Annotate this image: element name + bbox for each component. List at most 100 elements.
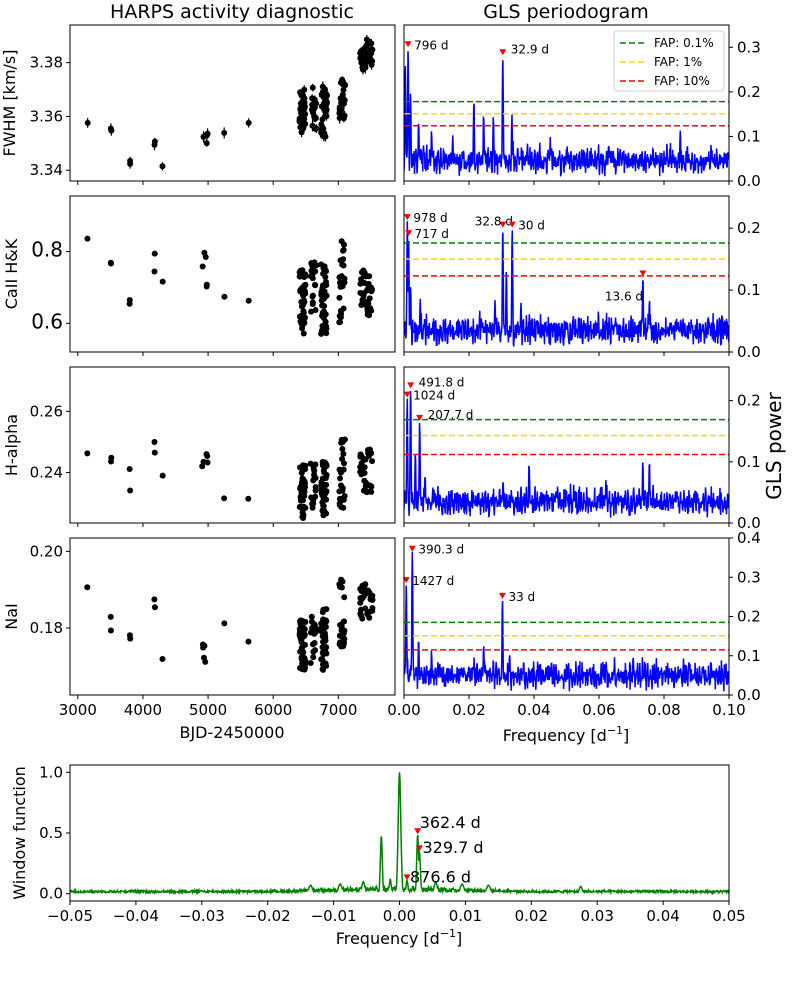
legend-box — [613, 30, 725, 92]
data-point — [300, 107, 307, 114]
peak-marker — [407, 382, 415, 389]
data-point — [364, 611, 371, 618]
x-tick-label: 4000 — [124, 701, 162, 719]
x-tick-label: −0.05 — [47, 907, 93, 925]
data-point — [298, 470, 305, 477]
data-point — [309, 299, 316, 306]
x-tick-label: 0.06 — [582, 701, 615, 719]
y-axis-label: FWHM [km/s] — [0, 49, 19, 156]
data-point — [297, 664, 304, 671]
x-tick-label: 6000 — [254, 701, 292, 719]
data-point — [245, 638, 252, 645]
y-tick-label: 0.2 — [737, 392, 761, 410]
data-point — [200, 458, 207, 465]
nai-series-panel: 0.18 0.20 3000 4000 5000 6000 7000 NaI — [2, 537, 396, 719]
data-point — [336, 319, 343, 326]
data-point — [320, 606, 327, 613]
data-point — [363, 52, 370, 59]
data-point — [300, 624, 307, 631]
x-tick-label: 0.02 — [452, 701, 485, 719]
y-tick-label: 0.1 — [737, 127, 761, 145]
x-tick-label: 7000 — [319, 701, 357, 719]
peak-marker — [403, 214, 411, 221]
data-point — [296, 313, 303, 320]
data-point — [300, 514, 307, 521]
data-point — [322, 489, 329, 496]
peak-marker — [408, 545, 416, 552]
data-point — [339, 261, 346, 268]
y-tick-label: 0.1 — [737, 453, 761, 471]
data-point — [340, 95, 347, 102]
x-tick-label: 0.00 — [387, 701, 420, 719]
data-point — [341, 594, 348, 601]
data-point — [319, 302, 326, 309]
data-point — [336, 495, 343, 502]
data-point — [151, 250, 158, 257]
data-point — [84, 119, 91, 126]
peak-marker — [414, 828, 422, 835]
data-point — [340, 86, 347, 93]
data-point — [312, 115, 319, 122]
axes-frame — [69, 764, 730, 902]
y-tick-label: 0.0 — [737, 172, 761, 190]
peak-marker — [639, 270, 647, 277]
y-tick-label: 0.3 — [737, 568, 761, 586]
data-points — [84, 576, 376, 673]
peak-label: 362.4 d — [420, 813, 481, 832]
data-point — [340, 450, 347, 457]
window-xlabel: Frequency [d−1] — [336, 927, 463, 948]
y-tick-label: 1.0 — [39, 763, 63, 781]
data-point — [127, 160, 134, 167]
data-point — [357, 599, 364, 606]
peak-label: 978 d — [413, 211, 447, 225]
freq-xlabel: Frequency [d−1] — [503, 724, 630, 745]
peak-marker — [499, 221, 507, 228]
axes-frame — [69, 366, 396, 524]
data-point — [126, 466, 133, 473]
periodogram-line — [404, 221, 729, 347]
data-point — [364, 58, 371, 65]
data-point — [313, 125, 320, 132]
y-tick-label: 0.1 — [737, 647, 761, 665]
data-point — [310, 654, 317, 661]
data-point — [367, 305, 374, 312]
data-point — [107, 613, 114, 620]
data-point — [323, 481, 330, 488]
data-point — [299, 497, 306, 504]
y-tick-label: 3.36 — [30, 107, 63, 125]
data-point — [338, 279, 345, 286]
plot-area — [404, 51, 729, 177]
peak-marker — [404, 41, 412, 48]
data-point — [203, 140, 210, 147]
window-function-panel: 362.4 d 329.7 d 876.6 d −0.05 −0.04 −0.03 −0.0… — [10, 763, 746, 925]
x-tick-label: −0.04 — [113, 907, 159, 925]
data-point — [301, 314, 308, 321]
data-point — [318, 126, 325, 133]
title-right: GLS periodogram — [483, 1, 649, 23]
data-point — [361, 477, 368, 484]
data-point — [84, 235, 91, 242]
data-point — [322, 318, 329, 325]
x-tick-label: −0.02 — [245, 907, 291, 925]
data-point — [310, 109, 317, 116]
data-point — [361, 464, 368, 471]
data-point — [337, 307, 344, 314]
time-xlabel: BJD-2450000 — [179, 723, 284, 742]
data-point — [221, 620, 228, 627]
data-point — [297, 464, 304, 471]
legend-label: FAP: 1% — [654, 55, 702, 69]
data-point — [307, 659, 314, 666]
data-point — [310, 462, 317, 469]
y-tick-label: 0.2 — [737, 219, 761, 237]
peak-label: 32.9 d — [511, 42, 549, 56]
data-point — [368, 61, 375, 68]
x-tick-label: 0.04 — [517, 701, 550, 719]
data-point — [159, 278, 166, 285]
axes-frame — [403, 537, 730, 696]
plot-area — [404, 221, 729, 347]
data-point — [308, 308, 315, 315]
data-point — [323, 278, 330, 285]
axes-frame — [403, 195, 730, 353]
data-point — [339, 467, 346, 474]
